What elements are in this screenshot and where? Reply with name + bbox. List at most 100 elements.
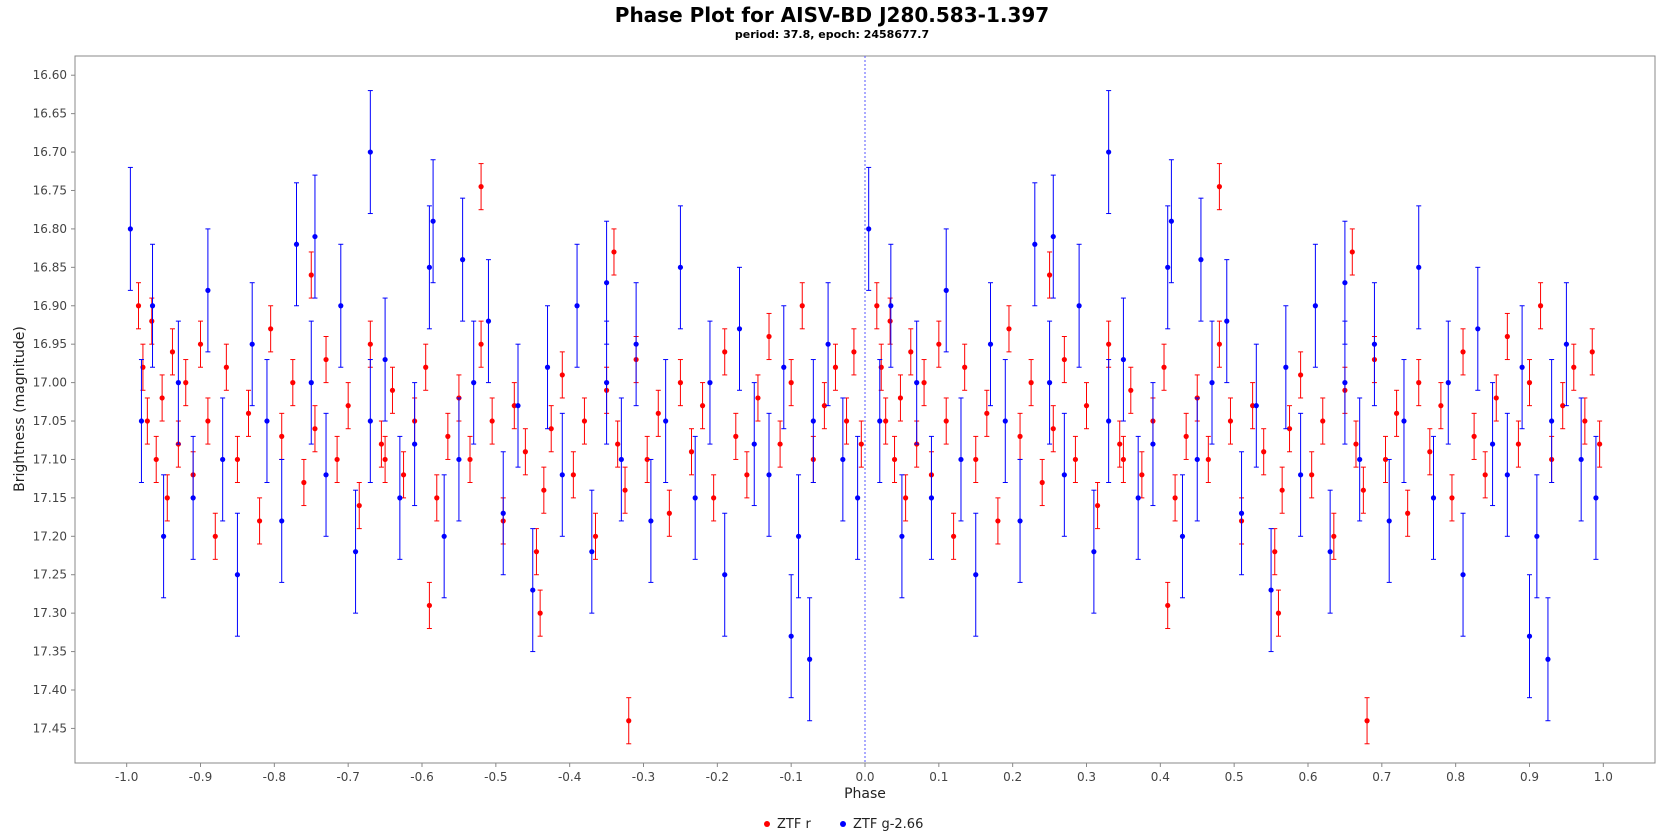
data-point [1268, 587, 1274, 593]
x-tick-label: 0.3 [1077, 770, 1096, 784]
chart-subtitle: period: 37.8, epoch: 2458677.7 [735, 28, 929, 41]
data-point [1342, 280, 1348, 286]
data-point [1002, 418, 1008, 424]
data-point [308, 272, 314, 278]
data-point [1357, 456, 1363, 463]
data-point [548, 426, 554, 432]
data-point [460, 257, 466, 263]
data-point [1597, 441, 1603, 447]
data-point [1549, 418, 1555, 424]
data-point [1427, 449, 1433, 455]
data-point [1120, 456, 1127, 463]
data-point [677, 380, 684, 386]
data-point [367, 418, 373, 424]
data-point [987, 341, 994, 347]
data-point [160, 533, 167, 539]
data-point [711, 495, 717, 501]
data-point [397, 495, 403, 501]
data-point [183, 380, 189, 386]
data-point [1050, 233, 1056, 240]
data-point [891, 456, 898, 463]
data-point [1312, 303, 1318, 309]
data-point [1405, 510, 1411, 516]
data-point [485, 318, 492, 324]
data-point [766, 472, 772, 478]
data-point [1253, 403, 1259, 409]
data-point [290, 380, 296, 386]
y-tick-label: 16.90 [33, 299, 67, 313]
data-point [1198, 257, 1204, 263]
data-point [1172, 495, 1178, 501]
data-point [1106, 341, 1112, 347]
data-point [153, 456, 159, 463]
x-tick-label: 1.0 [1594, 770, 1613, 784]
data-point [677, 264, 684, 270]
data-point [603, 380, 610, 386]
x-tick-label: 0.1 [929, 770, 948, 784]
data-point [928, 495, 935, 501]
data-point [766, 333, 772, 340]
y-tick-label: 17.15 [33, 491, 67, 505]
data-point [1445, 380, 1451, 386]
data-point [1006, 326, 1012, 332]
data-point [1349, 249, 1355, 255]
data-point [1061, 472, 1067, 478]
data-point [581, 418, 588, 424]
data-point [943, 287, 949, 293]
data-point [1094, 502, 1101, 509]
data-point [887, 318, 893, 324]
data-point [1393, 410, 1400, 416]
data-point [245, 410, 252, 416]
data-point [589, 549, 595, 555]
data-point [1537, 303, 1544, 309]
data-point [1493, 395, 1499, 401]
data-point [1032, 241, 1038, 247]
data-point [622, 487, 628, 493]
data-point [1342, 380, 1348, 386]
data-point [1283, 364, 1289, 370]
data-point [1286, 426, 1293, 432]
data-point [489, 418, 495, 424]
data-point [883, 418, 889, 424]
y-tick-label: 17.35 [33, 645, 67, 659]
data-point [1061, 356, 1067, 363]
data-point [1238, 510, 1245, 516]
legend-label-ztf-r: ZTF r [777, 817, 811, 832]
data-point [279, 518, 285, 524]
data-point [799, 303, 805, 309]
x-tick-label: 0.6 [1298, 770, 1317, 784]
data-point [663, 418, 669, 424]
data-point [223, 364, 229, 370]
data-point [1460, 349, 1466, 355]
data-point [511, 403, 517, 409]
data-point [688, 449, 695, 455]
data-point [1076, 303, 1082, 309]
y-tick-label: 17.00 [33, 376, 67, 390]
legend: ZTF r ZTF g-2.66 [764, 817, 923, 832]
data-point [1227, 418, 1234, 424]
data-point [626, 718, 632, 724]
data-point [1050, 426, 1056, 432]
data-point [973, 456, 979, 463]
y-tick-label: 16.65 [33, 107, 67, 121]
data-point [378, 441, 385, 447]
data-point [279, 433, 285, 439]
data-point [1168, 218, 1175, 224]
y-tick-label: 17.25 [33, 568, 67, 582]
data-point [921, 380, 927, 386]
data-point [426, 602, 432, 609]
data-point [1017, 433, 1023, 439]
data-point [559, 372, 565, 378]
data-point [234, 456, 241, 463]
data-point [234, 572, 241, 578]
data-point [412, 441, 418, 447]
data-point [149, 303, 156, 309]
series-ztf-g [127, 90, 1599, 722]
data-point [1430, 495, 1437, 501]
data-point [382, 356, 388, 363]
data-point [1364, 718, 1370, 724]
data-point [755, 395, 761, 401]
data-point [1504, 472, 1510, 478]
data-point [840, 456, 846, 463]
